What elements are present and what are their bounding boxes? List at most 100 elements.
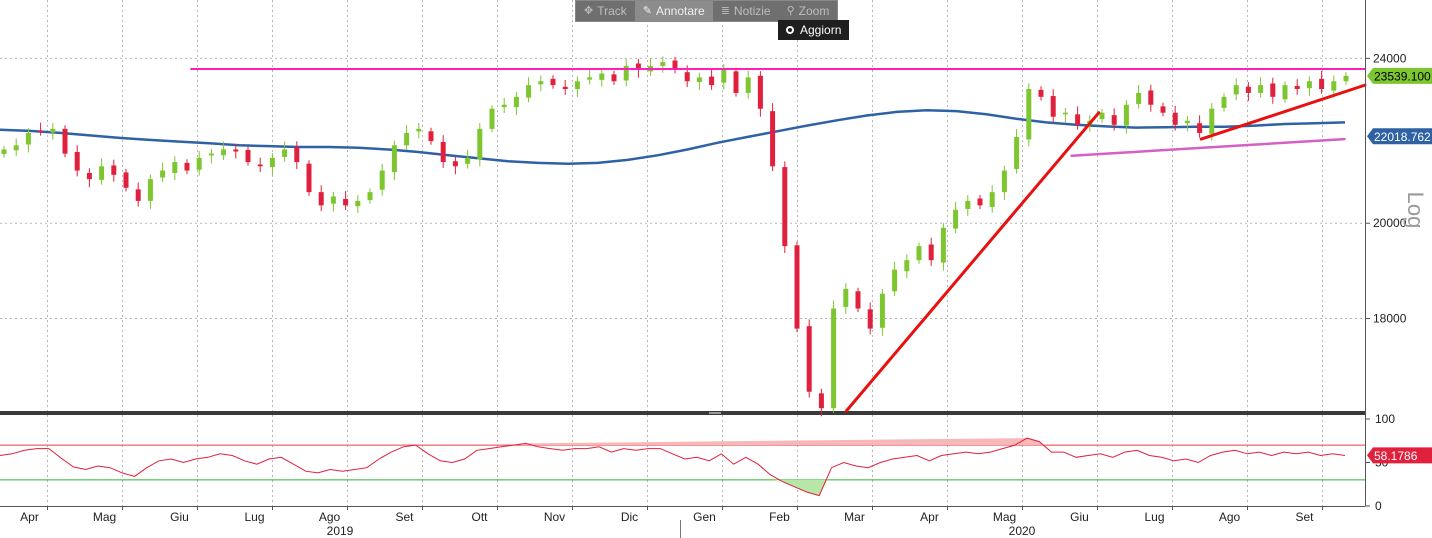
annotation-layer[interactable]: [190, 67, 1367, 413]
candle-body: [343, 198, 349, 206]
crosshair-icon: ✥: [584, 5, 594, 17]
candle-body: [452, 161, 458, 167]
candle-body: [111, 165, 117, 175]
support-line[interactable]: [1070, 137, 1346, 157]
candle-body: [1197, 123, 1203, 133]
candle-body: [233, 149, 239, 152]
candle-body: [574, 81, 580, 90]
panel-divider: [0, 411, 1365, 415]
x-month-label: Set: [1295, 510, 1314, 524]
candle-body: [1075, 114, 1081, 125]
moving-average-tag-bg: [1367, 128, 1432, 145]
candle-body: [269, 157, 275, 168]
annotate-button[interactable]: ✎ Annotare: [634, 1, 713, 21]
x-month-label: Gen: [693, 510, 716, 524]
candle-body: [367, 192, 373, 201]
candle-body: [733, 71, 739, 93]
news-label: Notizie: [733, 4, 771, 18]
candle-body: [62, 128, 68, 154]
candle-body: [623, 65, 629, 81]
candle-body: [147, 179, 153, 201]
candle-body: [1282, 85, 1288, 100]
candle-body: [879, 293, 885, 328]
y-tick-label: 24000: [1373, 51, 1407, 65]
candle-body: [1038, 89, 1044, 97]
track-button[interactable]: ✥ Track: [576, 1, 635, 21]
candle-body: [672, 60, 678, 70]
x-month-label: Feb: [769, 510, 790, 524]
candle-body: [587, 77, 593, 80]
candle-body: [208, 153, 214, 156]
candle-body: [245, 149, 251, 163]
zoom-label: Zoom: [798, 4, 830, 18]
candle-body: [1026, 89, 1032, 140]
candle-body: [318, 192, 324, 206]
rsi-tick-label: 0: [1375, 499, 1382, 513]
candle-body: [330, 196, 336, 204]
candle-body: [135, 189, 141, 201]
moving-average-line: [0, 109, 1346, 165]
news-button[interactable]: ≣ Notizie: [713, 1, 779, 21]
trendline-recent-line[interactable]: [1199, 83, 1367, 141]
x-year-label: 2020: [1009, 524, 1036, 538]
annotate-label: Annotare: [656, 4, 705, 18]
candle-body: [1221, 96, 1227, 108]
candle-body: [831, 308, 837, 409]
x-month-label: Set: [395, 510, 414, 524]
candle-body: [1245, 86, 1251, 93]
candle-body: [660, 62, 666, 66]
candle-body: [221, 149, 227, 156]
candle-body: [928, 244, 934, 261]
candle-body: [867, 309, 873, 329]
candle-body: [513, 96, 519, 108]
x-month-label: Mar: [844, 510, 865, 524]
candle-body: [1160, 106, 1166, 113]
candle-body: [1062, 112, 1068, 115]
candle-body: [1014, 137, 1020, 169]
candle-body: [1209, 108, 1215, 134]
candle-body: [1111, 115, 1117, 125]
candle-body: [806, 326, 812, 392]
x-month-label: Dic: [621, 510, 638, 524]
candle-body: [416, 128, 422, 132]
update-button[interactable]: Aggiorn: [778, 20, 850, 40]
candle-body: [391, 145, 397, 173]
x-month-label: Ago: [319, 510, 341, 524]
candle-body: [1184, 120, 1190, 124]
candle-body: [989, 192, 995, 207]
y-tick-label: 18000: [1373, 312, 1407, 326]
candle-body: [1148, 90, 1154, 105]
candle-body: [13, 145, 19, 151]
candle-body: [684, 72, 690, 82]
candle-body: [465, 157, 471, 164]
candle-body: [38, 130, 44, 133]
candle-body: [404, 132, 410, 146]
candle-body: [1136, 92, 1142, 104]
candle-body: [428, 131, 434, 142]
candle-body: [282, 149, 288, 158]
candle-body: [916, 246, 922, 261]
candle-body: [440, 141, 446, 163]
zoom-button[interactable]: ⚲ Zoom: [779, 1, 838, 21]
candle-body: [757, 75, 763, 109]
candle-body: [379, 170, 385, 190]
candle-body: [86, 172, 92, 180]
x-month-label: Nov: [544, 510, 565, 524]
x-month-label: Mag: [93, 510, 116, 524]
candle-body: [892, 269, 898, 292]
magnifier-icon: ⚲: [786, 5, 795, 17]
x-month-label: Ott: [471, 510, 488, 524]
candle-body: [904, 260, 910, 272]
news-icon: ≣: [720, 5, 730, 17]
rsi-oversold-fill: [774, 479, 828, 496]
candle-body: [965, 200, 971, 209]
candle-body: [709, 76, 715, 86]
candle-body: [477, 128, 483, 160]
trendline-main-line[interactable]: [844, 111, 1101, 413]
x-year-label: 2019: [327, 524, 354, 538]
candle-body: [1123, 104, 1129, 126]
candle-body: [1233, 85, 1239, 95]
candle-body: [257, 164, 263, 167]
rsi-value-tag-bg: [1367, 447, 1432, 464]
